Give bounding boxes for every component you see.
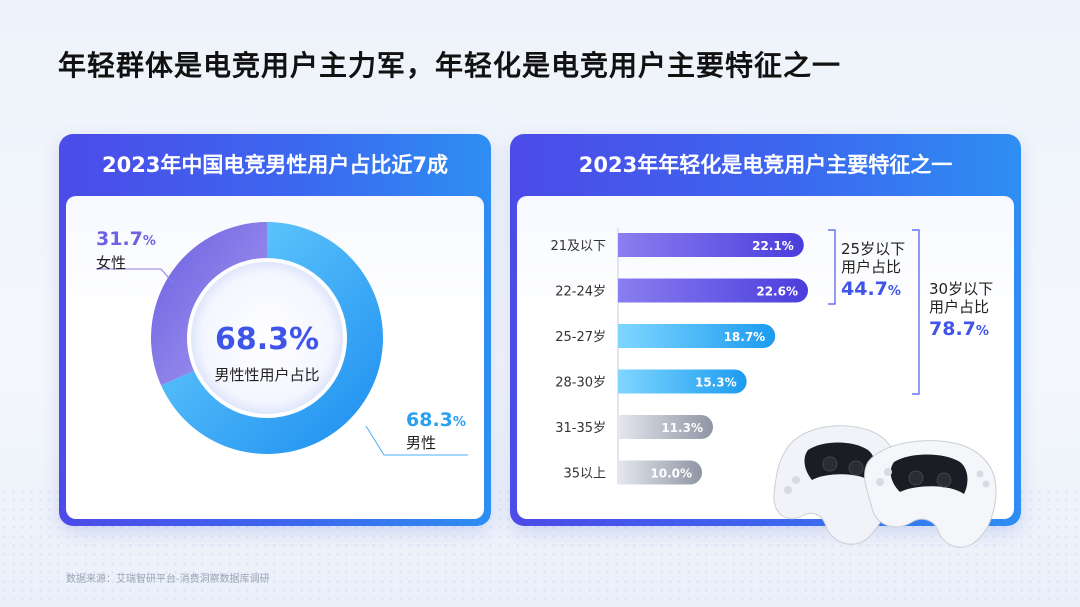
donut-slice-female	[151, 222, 267, 386]
bar-category-label: 28-30岁	[555, 376, 606, 391]
bar-category-label: 22-24岁	[555, 285, 606, 300]
bar-value-label: 15.3%	[695, 376, 737, 390]
center-value: 68.3%	[214, 322, 320, 357]
center-label: 男性性用户占比	[214, 366, 320, 384]
gender-card-title: 2023年中国电竞男性用户占比近7成	[101, 153, 449, 177]
bracket-under-30-value: 78.7%	[929, 318, 989, 340]
bar	[618, 324, 776, 348]
bracket-under-30	[912, 229, 920, 395]
bar-value-label: 22.6%	[756, 285, 798, 299]
game-controllers-illustration	[773, 425, 997, 548]
female-leader-line	[96, 268, 175, 285]
gender-card: 2023年中国电竞男性用户占比近7成	[59, 134, 491, 526]
bar-category-label: 21及以下	[550, 239, 606, 254]
age-bar-chart: 21及以下 22.1% 22-24岁 22.6% 25-27岁 18.7% 28-30岁 15…	[550, 228, 920, 485]
donut-slice-male	[161, 222, 383, 454]
page-title: 年轻群体是电竞用户主力军，年轻化是电竞用户主要特征之一	[58, 49, 842, 82]
gender-card-body: 68.3% 男性性用户占比 31.7% 女性 68.3% 男性	[66, 196, 484, 519]
bar-category-label: 31-35岁	[555, 421, 606, 436]
bar-value-label: 10.0%	[650, 467, 692, 481]
bracket-under-25-value: 44.7%	[841, 278, 901, 300]
bar-category-label: 25-27岁	[555, 330, 606, 345]
bar	[618, 233, 804, 257]
bar	[618, 278, 808, 303]
male-leader-line	[365, 425, 468, 456]
donut-chart	[96, 222, 468, 456]
bracket-under-30-label: 30岁以下 用户占比	[929, 280, 994, 316]
bar-value-label: 22.1%	[752, 239, 794, 253]
data-source-note: 数据来源：艾瑞智研平台-消费洞察数据库调研	[66, 574, 270, 585]
age-card-title: 2023年年轻化是电竞用户主要特征之一	[578, 153, 953, 177]
bar-value-label: 18.7%	[724, 330, 766, 344]
controller-back-icon	[773, 425, 897, 545]
bar-value-label: 11.3%	[661, 421, 703, 435]
bar	[618, 460, 703, 485]
male-label: 男性	[406, 434, 437, 452]
bar-category-label: 35以上	[563, 467, 606, 482]
female-value: 31.7%	[96, 228, 156, 250]
bracket-under-25-label: 25岁以下 用户占比	[841, 240, 906, 276]
female-label: 女性	[96, 254, 127, 272]
bracket-under-25	[828, 229, 836, 305]
donut-inner-circle	[191, 262, 343, 414]
bar	[618, 415, 713, 439]
male-value: 68.3%	[406, 409, 466, 431]
controller-front-icon	[864, 440, 997, 548]
bar	[618, 369, 747, 394]
